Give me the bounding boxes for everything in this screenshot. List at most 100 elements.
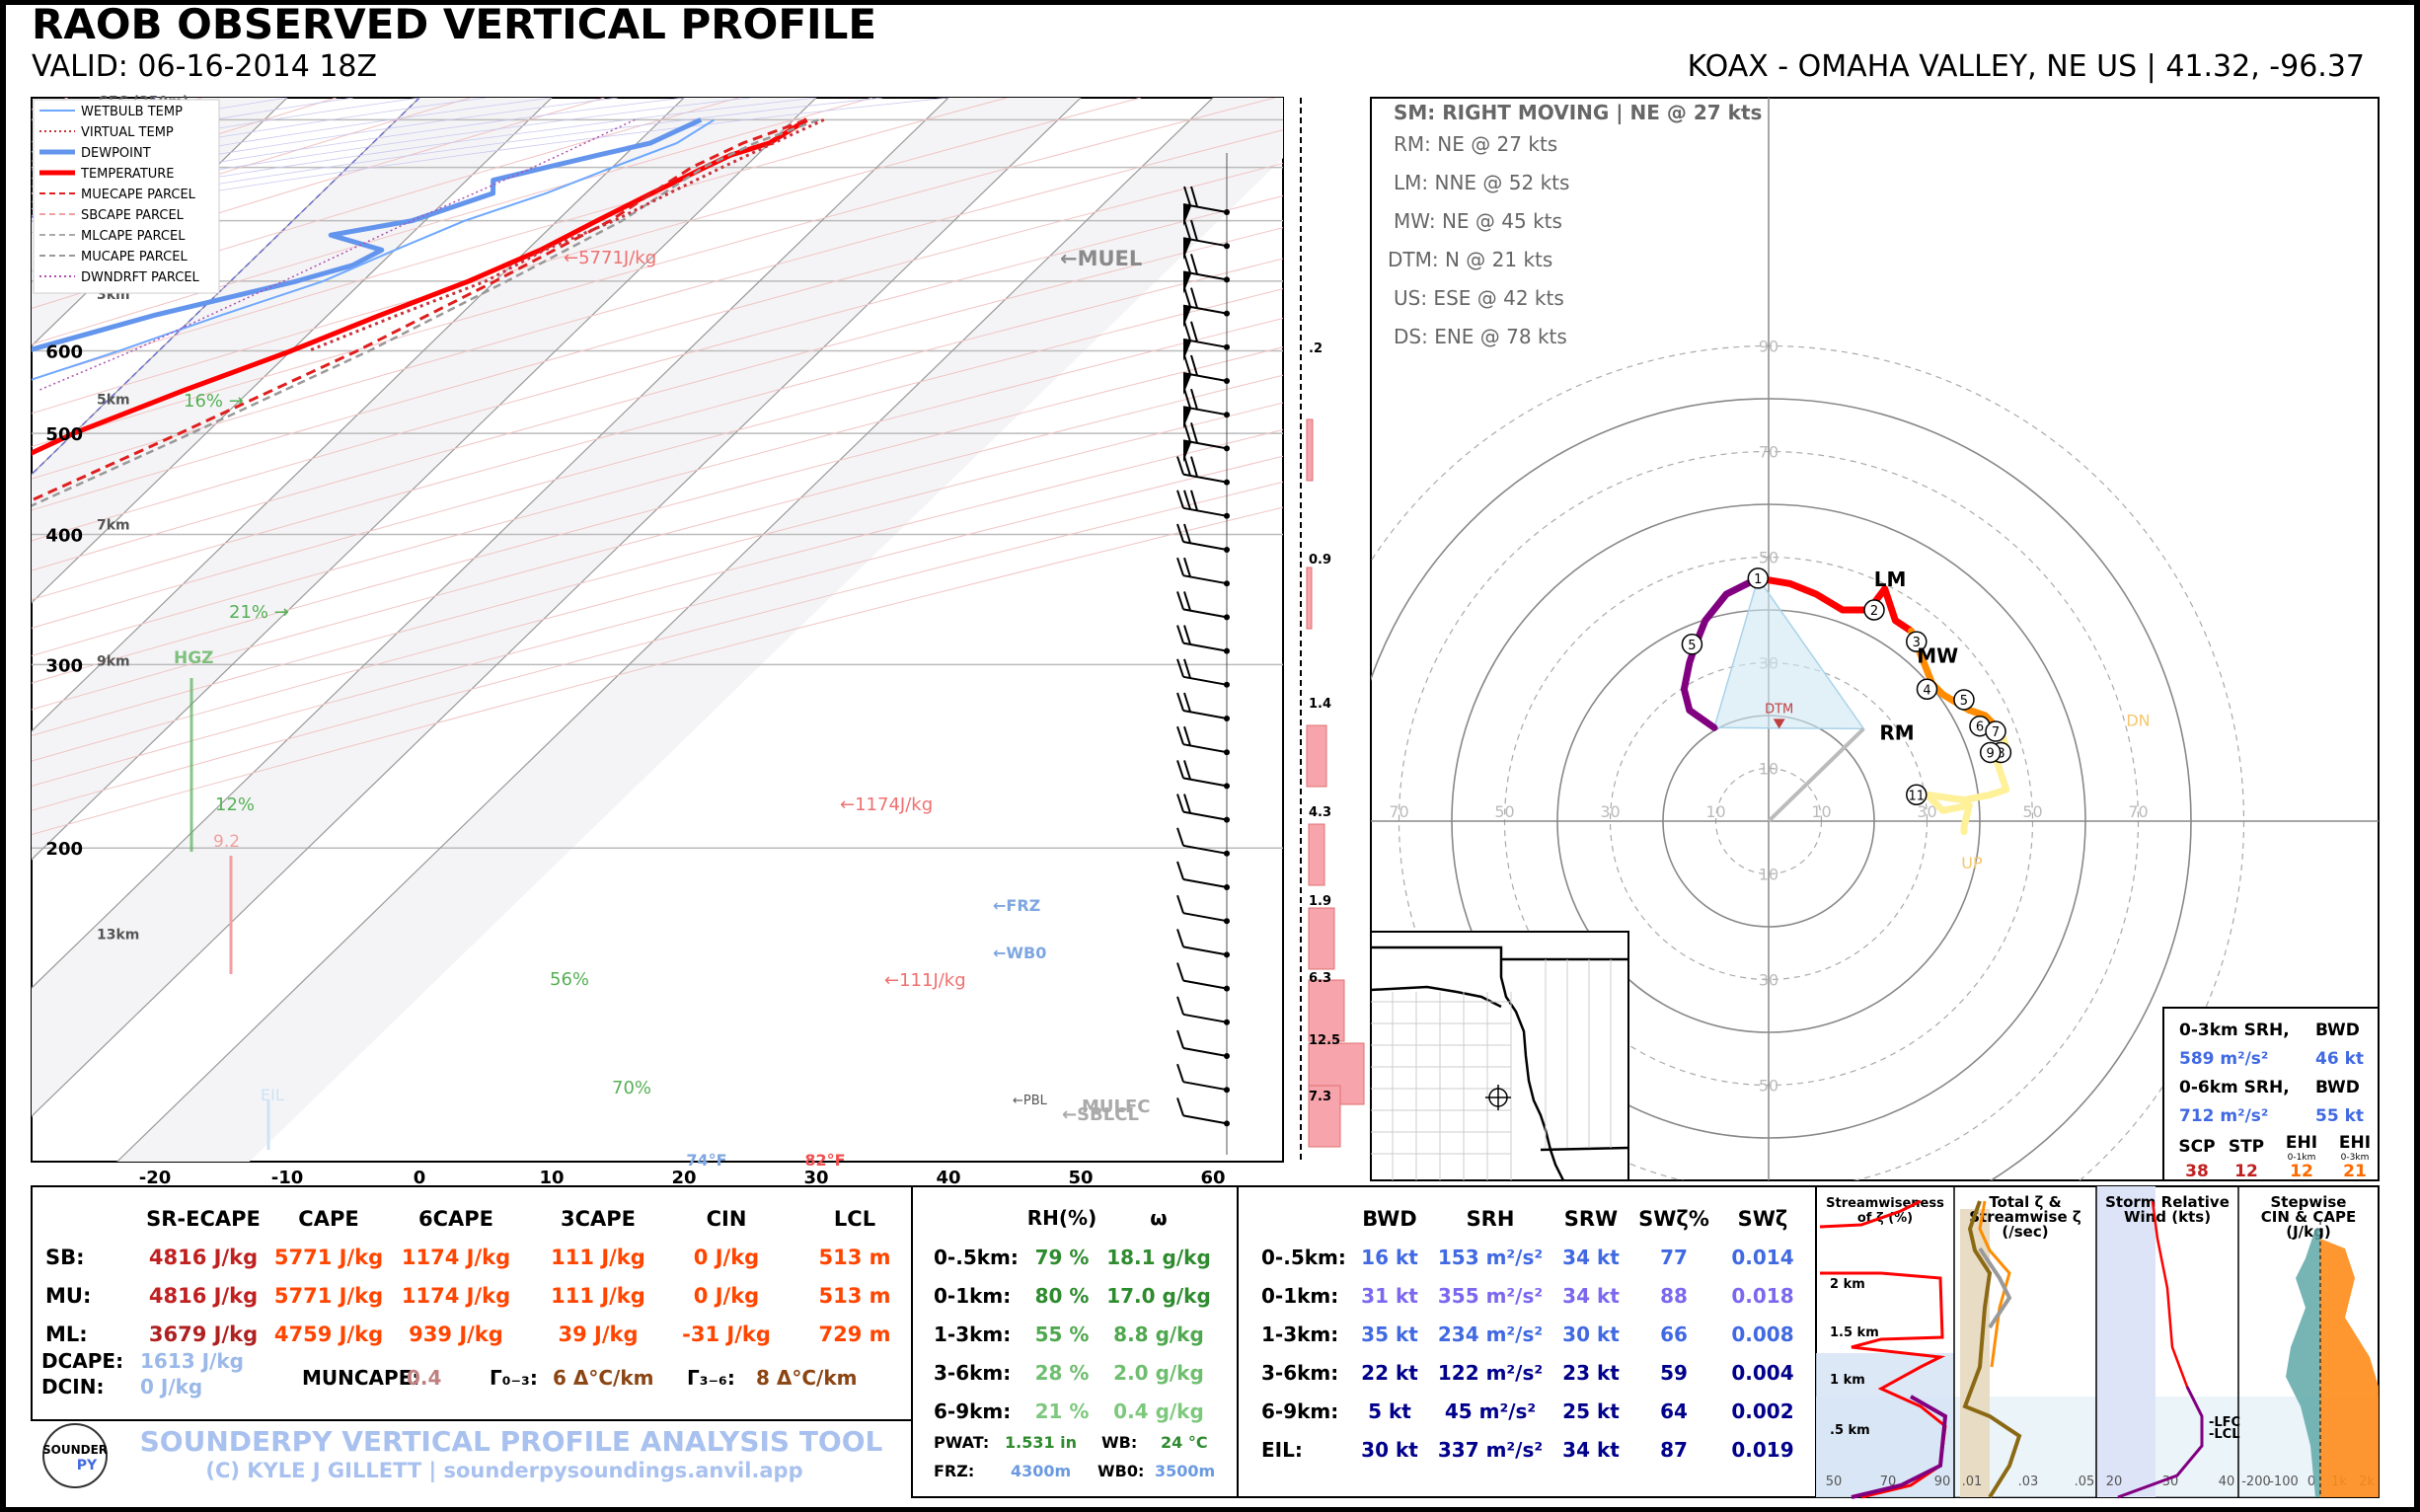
sounderpy-logo xyxy=(42,1423,108,1488)
mini-panel-title: Streamwise ζ xyxy=(1969,1208,2081,1226)
kinematic-cell: 35 kt xyxy=(1361,1323,1418,1346)
ring-label: 50 xyxy=(1494,802,1514,821)
inflow-bar xyxy=(1308,823,1325,886)
legend-label: MUECAPE PARCEL xyxy=(81,188,196,202)
ring-label: 50 xyxy=(1759,549,1778,567)
dry-adiabat xyxy=(32,98,605,272)
inflow-value: 6.3 xyxy=(1309,971,1331,986)
kinematic-cell: 153 m²/s² xyxy=(1438,1246,1543,1269)
srh06-label: 0-6km SRH, xyxy=(2179,1078,2290,1097)
profile-mucape-parcel xyxy=(32,118,819,507)
thermo-cell: 1174 J/kg xyxy=(402,1246,510,1269)
kinematic-cell: 59 xyxy=(1660,1361,1688,1385)
height-label: 7km xyxy=(97,517,130,533)
mini-panel-title: Streamwiseness xyxy=(1826,1196,1944,1211)
isotherm xyxy=(32,98,685,732)
kinematic-row-label: 0-1km: xyxy=(1261,1284,1338,1308)
height-marker xyxy=(1979,741,2002,764)
skewt-lines xyxy=(32,117,825,507)
wind-barb xyxy=(1176,692,1228,719)
height-marker xyxy=(1863,599,1885,621)
mini-tick: 90 xyxy=(1934,1474,1951,1489)
muncape-value: 0.4 xyxy=(407,1366,441,1390)
frz-value: 4300m xyxy=(1011,1462,1071,1480)
mini-panel-title: Wind (kts) xyxy=(2124,1208,2211,1226)
storm-motion-us: US: ESE @ 42 kts xyxy=(1394,286,1564,310)
kinematic-cell: 234 m²/s² xyxy=(1438,1323,1543,1346)
inflow-bar xyxy=(1308,1085,1341,1148)
hodograph-segment xyxy=(1754,574,1915,635)
inflow-value: 7.3 xyxy=(1309,1090,1331,1104)
kinematic-cell: 16 kt xyxy=(1361,1246,1418,1269)
moist-adiabat xyxy=(32,98,817,209)
thermo-cell: 939 J/kg xyxy=(409,1323,503,1346)
dry-adiabat xyxy=(32,258,1283,601)
ring-label: 90 xyxy=(1759,338,1778,356)
height-marker xyxy=(1681,634,1703,655)
height-marker-label: 11 xyxy=(1909,789,1926,803)
storm-motion-rm: RM: NE @ 27 kts xyxy=(1394,132,1557,156)
logo-sub: PY xyxy=(77,1458,98,1474)
inflow-bar xyxy=(1306,418,1314,482)
thermo-cell: 0 J/kg xyxy=(694,1246,759,1269)
moisture-row-label: 0-.5km: xyxy=(934,1246,1019,1269)
legend-label: MUCAPE PARCEL xyxy=(81,250,188,265)
scp-label: SCP xyxy=(2178,1137,2215,1157)
rh-label-4: 56% xyxy=(550,969,589,990)
moisture-w: 2.0 g/kg xyxy=(1113,1361,1204,1385)
isotherm xyxy=(32,98,949,989)
inflow-bar xyxy=(1306,567,1313,630)
isotherm-band xyxy=(6,98,23,1162)
mini-tick: .01 xyxy=(1962,1474,1983,1489)
ehi3-label: EHI xyxy=(2339,1133,2371,1153)
ehi1-value: 12 xyxy=(2290,1162,2313,1181)
mini-tick: 20 xyxy=(2106,1474,2123,1489)
dry-adiabat xyxy=(32,98,471,234)
moisture-row-label: 1-3km: xyxy=(934,1323,1011,1346)
isotherm xyxy=(32,98,553,604)
storm-motion-dtm: DTM: N @ 21 kts xyxy=(1388,248,1552,271)
pressure-tick: 500 xyxy=(45,424,83,445)
thermo-cell: 513 m xyxy=(818,1284,890,1308)
inflow-value: 4.3 xyxy=(1309,805,1331,820)
dry-adiabat xyxy=(32,98,1275,447)
wind-barb xyxy=(1176,827,1228,855)
moisture-row-label: 0-1km: xyxy=(934,1284,1011,1308)
kinematic-cell: 87 xyxy=(1660,1438,1688,1462)
ring-label: 70 xyxy=(1389,802,1408,821)
station-location: KOAX - OMAHA VALLEY, NE US | 41.32, -96.… xyxy=(1688,49,2365,84)
mini-tick: -100 xyxy=(2269,1474,2299,1489)
streamwiseness-low xyxy=(1851,1395,1948,1499)
pressure-tick: 600 xyxy=(45,342,83,363)
moist-adiabat xyxy=(32,98,751,202)
dry-adiabat xyxy=(32,428,1283,762)
wb0-value: 3500m xyxy=(1155,1462,1215,1480)
legend-label: MLCAPE PARCEL xyxy=(81,229,186,244)
thermo-cell: 111 J/kg xyxy=(551,1284,645,1308)
storm-motion-lm: LM: NNE @ 52 kts xyxy=(1394,171,1569,194)
moisture-w: 18.1 g/kg xyxy=(1106,1246,1211,1269)
height-marker-label: 6 xyxy=(1976,720,1984,735)
ring-label: 70 xyxy=(2128,802,2148,821)
bwd03-value: 46 kt xyxy=(2315,1049,2364,1069)
location-map xyxy=(1370,931,1629,1181)
kinematic-table: BWD SRH SRW SWζ% SWζ 0-.5km: 16 kt 153 m²/s² 34 … xyxy=(1237,1185,1817,1498)
kinematic-cell: 23 kt xyxy=(1562,1361,1620,1385)
temperature-tick: 10 xyxy=(540,1168,565,1188)
thermo-header: 6CAPE xyxy=(418,1207,493,1231)
dry-adiabat xyxy=(32,194,1283,542)
kinematic-cell: 22 kt xyxy=(1361,1361,1418,1385)
temperature-tick: 40 xyxy=(937,1168,961,1188)
wind-barb xyxy=(1176,557,1228,585)
mini-panel-title: Stepwise xyxy=(2271,1193,2347,1211)
hodograph-panel: 1010101030303030505050507070707090123456… xyxy=(1370,97,2380,1181)
sr-wind-low xyxy=(2117,1386,2204,1499)
ring-label: 50 xyxy=(2022,802,2042,821)
thermo-header: 3CAPE xyxy=(561,1207,636,1231)
mini-height-label: 2 km xyxy=(1830,1277,1865,1292)
bwd06-value: 55 kt xyxy=(2315,1106,2364,1126)
wind-barb xyxy=(1176,1097,1228,1125)
up-label: UP xyxy=(1961,854,1983,872)
kinematic-cell: 0.018 xyxy=(1731,1284,1793,1308)
inflow-value: 1.9 xyxy=(1309,894,1331,909)
